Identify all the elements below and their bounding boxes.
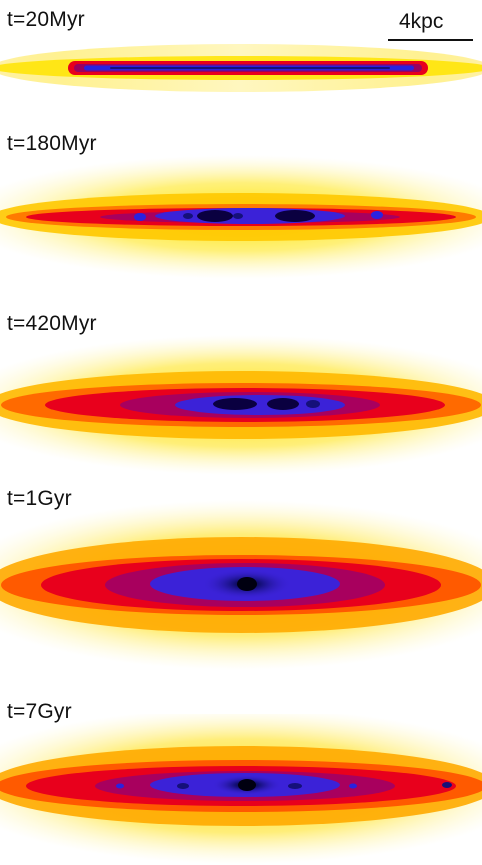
- galaxy-disk-image: [0, 335, 482, 475]
- panel-label: t=20Myr: [7, 8, 85, 31]
- panel-t20myr: t=20Myr 4kpc: [0, 0, 482, 140]
- panel-label: t=180Myr: [7, 132, 97, 155]
- panel-t180myr: t=180Myr: [0, 120, 482, 290]
- panel-t7gyr: t=7Gyr: [0, 688, 482, 865]
- panel-t1gyr: t=1Gyr: [0, 475, 482, 675]
- scale-bar-line: [388, 39, 473, 41]
- galaxy-disk-image: [0, 714, 482, 864]
- scale-bar-label: 4kpc: [399, 10, 444, 33]
- panel-label: t=7Gyr: [7, 700, 72, 723]
- galaxy-disk-image: [0, 155, 482, 279]
- scale-bar: 4kpc: [388, 6, 473, 46]
- panel-label: t=420Myr: [7, 312, 97, 335]
- galaxy-disk-image: [0, 44, 482, 92]
- panel-t420myr: t=420Myr: [0, 300, 482, 475]
- panel-label: t=1Gyr: [7, 487, 72, 510]
- galaxy-disk-image: [0, 500, 482, 670]
